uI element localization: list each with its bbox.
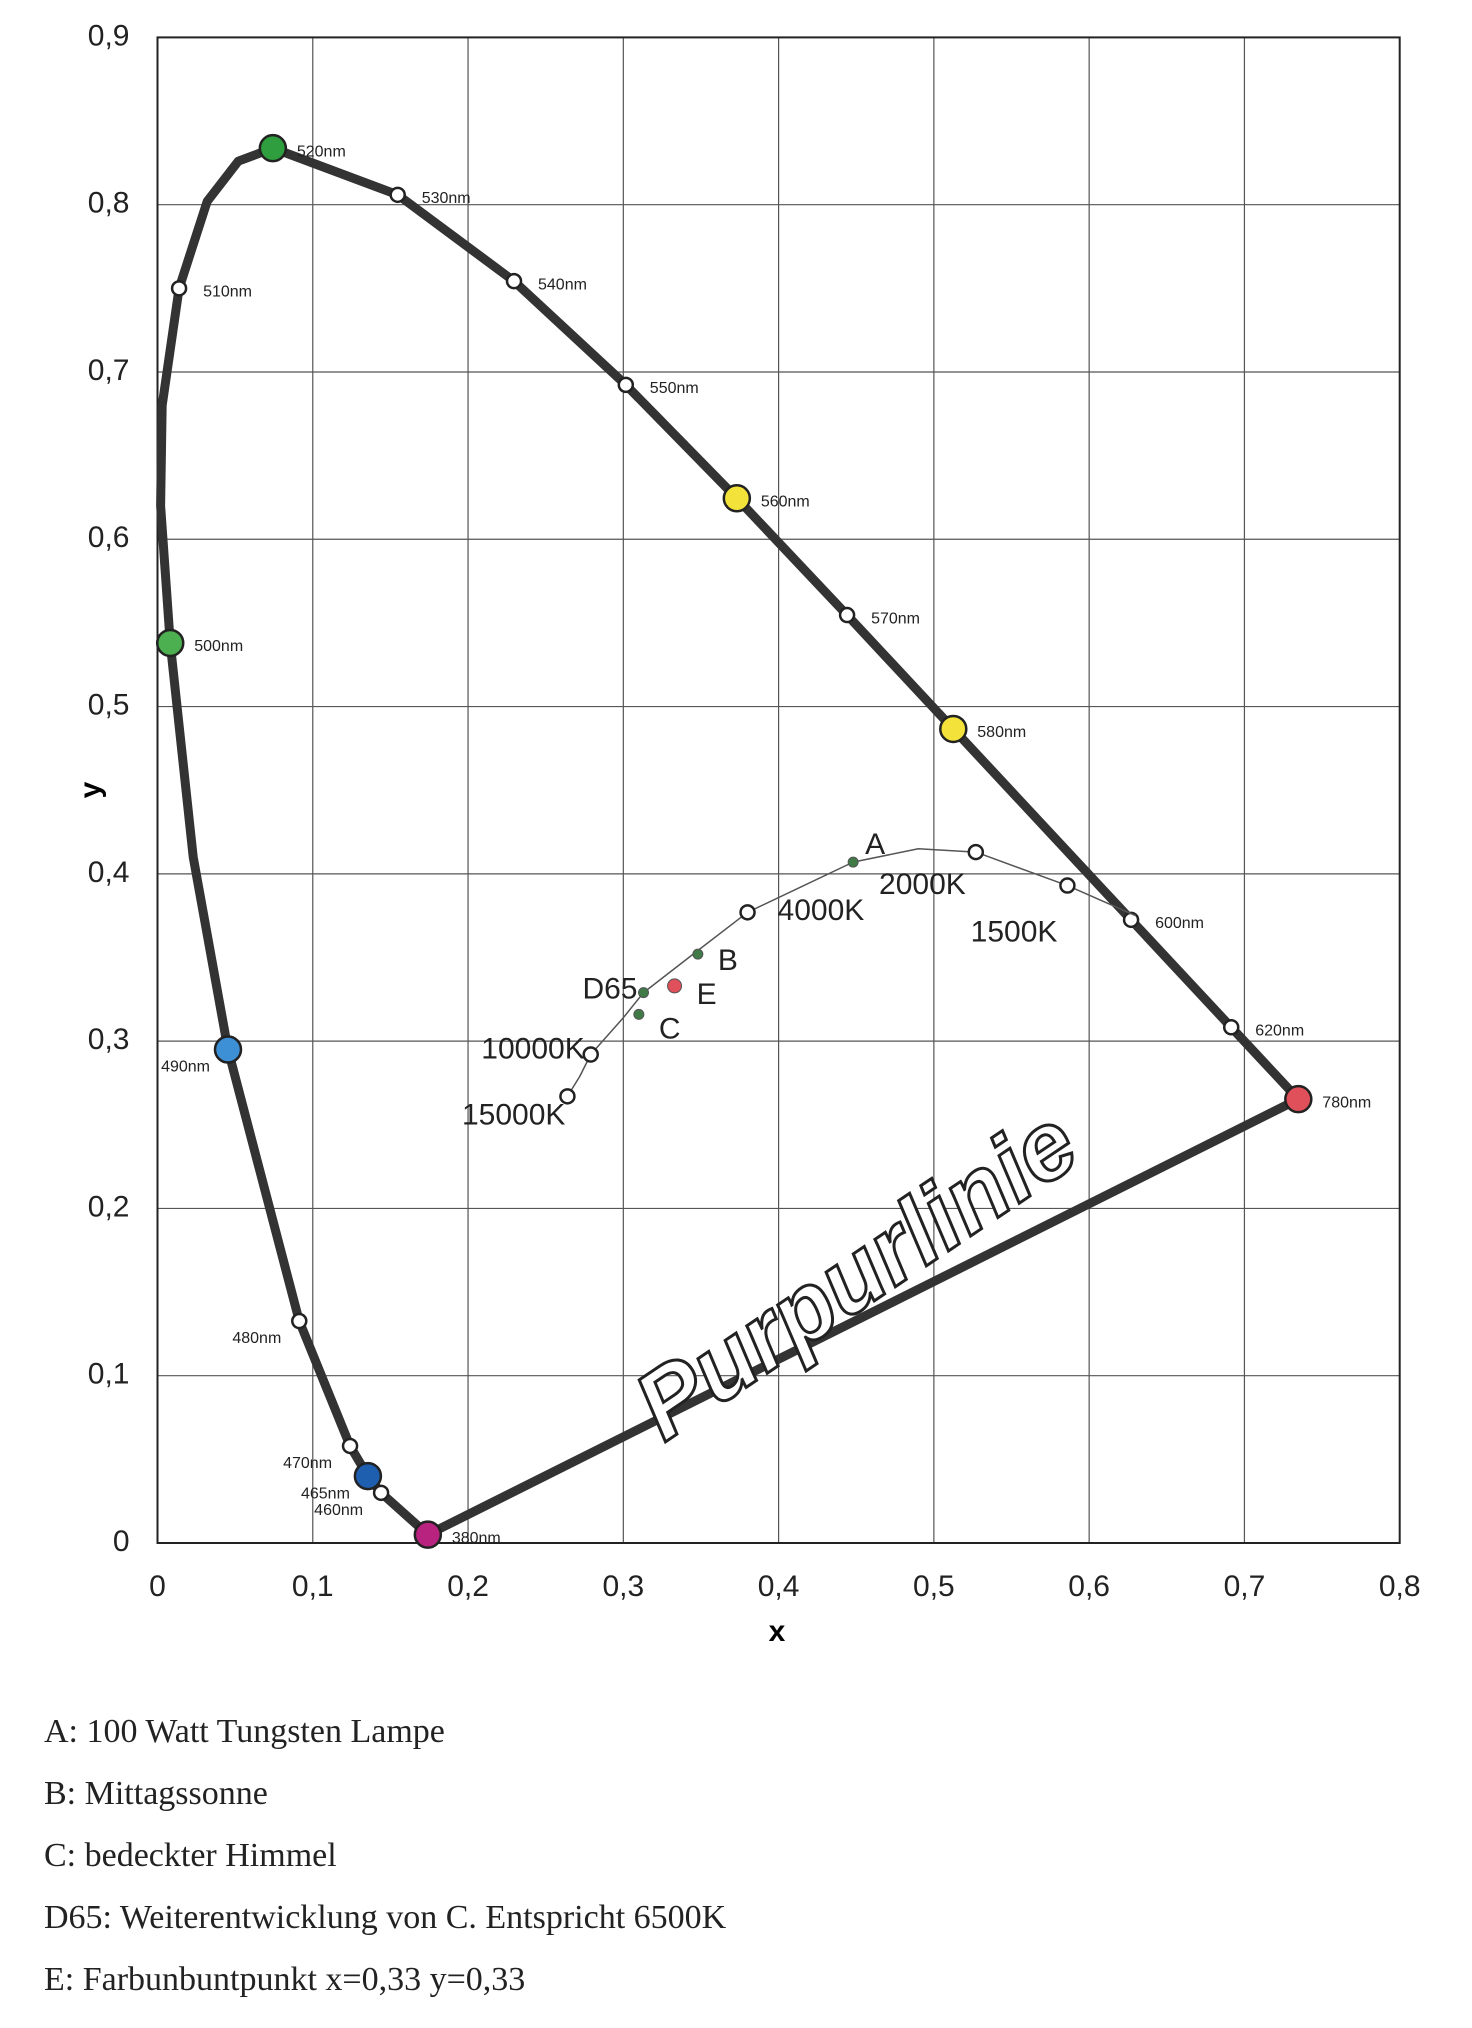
- note: B: Mittagssonne: [44, 1775, 268, 1812]
- point-label: D65: [582, 973, 637, 1006]
- x-tick-label: 0,2: [447, 1570, 489, 1603]
- marker: [505, 272, 523, 290]
- marker: [692, 948, 704, 960]
- point-label: 10000K: [481, 1032, 584, 1065]
- marker: [1059, 877, 1076, 894]
- point-label: 530nm: [422, 190, 471, 207]
- point-label: 600nm: [1155, 915, 1204, 932]
- x-tick-label: 0,7: [1224, 1570, 1266, 1603]
- point-label: E: [697, 978, 717, 1011]
- point-label: 15000K: [462, 1098, 565, 1131]
- y-tick-label: 0,7: [88, 354, 130, 387]
- point-label: 465nm: [301, 1485, 350, 1502]
- marker: [341, 1437, 359, 1455]
- y-tick-label: 0,3: [88, 1023, 130, 1056]
- point-label: 490nm: [161, 1059, 210, 1076]
- note: C: bedeckter Himmel: [44, 1837, 337, 1874]
- point-label: 510nm: [203, 284, 252, 301]
- point-label: 480nm: [232, 1330, 281, 1347]
- x-tick-label: 0,1: [292, 1570, 334, 1603]
- marker: [389, 186, 406, 204]
- point-label: 4000K: [778, 894, 865, 927]
- marker: [413, 1520, 443, 1549]
- x-tick-label: 0: [149, 1570, 166, 1603]
- marker: [291, 1312, 308, 1330]
- marker: [258, 133, 288, 163]
- x-tick-label: 0,8: [1379, 1570, 1421, 1603]
- point-label: 540nm: [538, 276, 587, 293]
- point-label: 2000K: [879, 868, 966, 901]
- purple-line: [425, 1095, 1301, 1539]
- marker: [939, 714, 968, 744]
- marker: [722, 484, 752, 513]
- marker: [1122, 911, 1140, 929]
- note: D65: Weiterentwicklung von C. Entspricht…: [44, 1899, 727, 1936]
- point-label: 470nm: [283, 1455, 332, 1472]
- y-tick-label: 0,6: [88, 521, 130, 554]
- y-tick-label: 0: [113, 1525, 130, 1558]
- point-label: 560nm: [761, 493, 810, 510]
- y-tick-label: 0,8: [88, 187, 130, 220]
- point-label: 550nm: [650, 380, 699, 397]
- y-axis-label: y: [74, 781, 107, 798]
- marker: [633, 1008, 645, 1020]
- x-axis-label: x: [769, 1615, 786, 1648]
- point-label: 500nm: [194, 638, 243, 655]
- point-label: 780nm: [1322, 1094, 1371, 1111]
- point-label: 1500K: [971, 915, 1058, 948]
- y-tick-label: 0,5: [88, 688, 130, 721]
- point-label: 620nm: [1255, 1022, 1304, 1039]
- y-tick-label: 0,4: [88, 856, 130, 889]
- marker: [847, 856, 859, 868]
- y-tick-label: 0,1: [88, 1358, 130, 1391]
- point-label: 570nm: [871, 610, 920, 627]
- point-label: 580nm: [977, 724, 1026, 741]
- marker: [667, 978, 683, 994]
- x-tick-label: 0,5: [913, 1570, 955, 1603]
- marker: [372, 1484, 390, 1502]
- line: [566, 848, 1137, 1097]
- marker: [838, 606, 856, 624]
- marker: [617, 376, 635, 394]
- x-tick-label: 0,6: [1068, 1570, 1110, 1603]
- marker: [638, 987, 650, 999]
- note: E: Farbunbuntpunkt x=0,33 y=0,33: [44, 1961, 525, 1998]
- marker: [1222, 1018, 1240, 1036]
- annotation: Purpurlinie: [616, 1088, 1096, 1460]
- marker: [1284, 1084, 1313, 1114]
- x-tick-label: 0,3: [602, 1570, 644, 1603]
- point-label: C: [659, 1012, 681, 1045]
- point-label: 520nm: [297, 143, 346, 160]
- marker: [967, 843, 985, 861]
- marker: [739, 904, 756, 921]
- point-label: 460nm: [314, 1502, 363, 1519]
- x-tick-label: 0,4: [758, 1570, 800, 1603]
- line: [156, 143, 1302, 1538]
- point-label: A: [865, 828, 885, 861]
- marker: [155, 628, 185, 658]
- marker: [213, 1035, 243, 1064]
- note: A: 100 Watt Tungsten Lampe: [44, 1713, 445, 1750]
- y-tick-label: 0,2: [88, 1190, 130, 1223]
- marker: [559, 1088, 576, 1105]
- marker: [582, 1046, 599, 1063]
- marker: [170, 280, 188, 297]
- point-label: B: [718, 944, 738, 977]
- point-label: 380nm: [452, 1530, 501, 1547]
- y-tick-label: 0,9: [88, 19, 130, 52]
- marker: [353, 1461, 383, 1491]
- plot-frame: [156, 36, 1401, 1544]
